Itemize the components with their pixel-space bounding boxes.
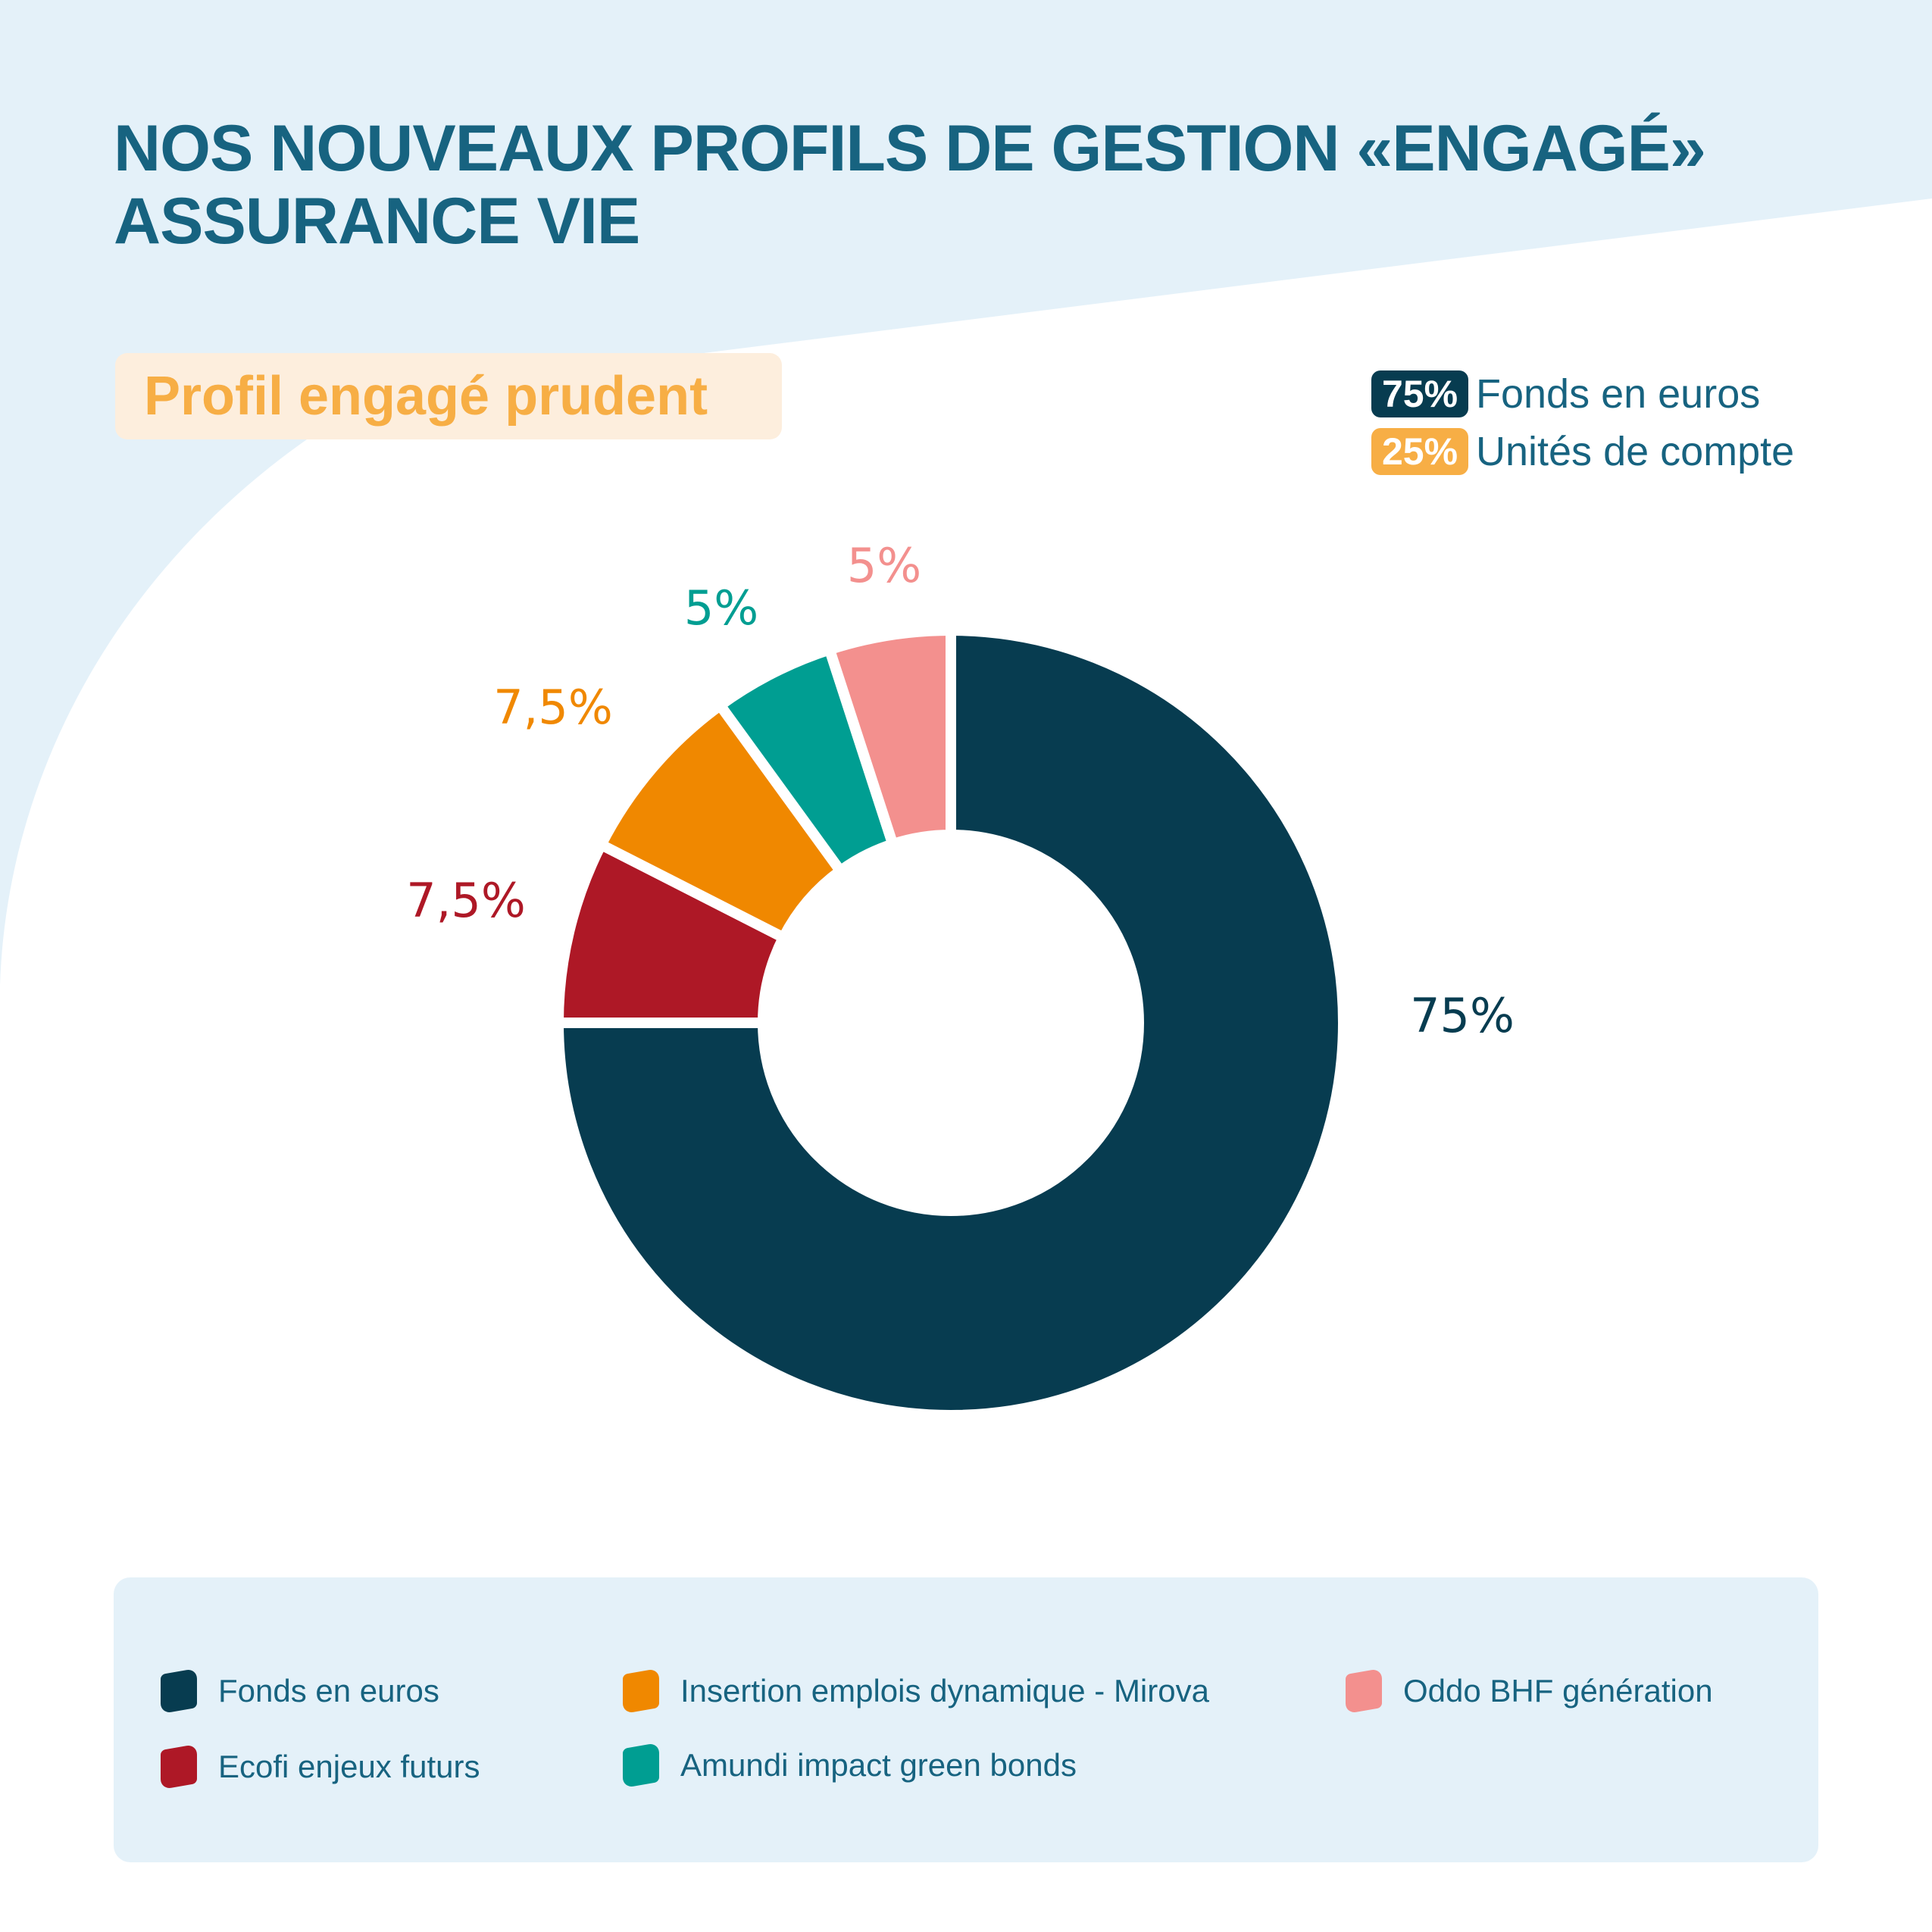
legend-label: Insertion emplois dynamique - Mirova [680,1673,1209,1708]
allocation-percent-badge: 25% [1371,428,1468,475]
legend-label: Oddo BHF génération [1403,1673,1713,1708]
legend-swatch [161,1743,197,1790]
allocation-label: Unités de compte [1476,429,1795,474]
data-label-mirova: 7,5% [493,680,613,735]
legend-item-oddo: Oddo BHF génération [1346,1668,1713,1715]
legend-panel: Fonds en euros Ecofi enjeux futurs Inser… [114,1577,1818,1862]
legend-swatch [623,1668,659,1715]
chart-slices [552,624,1349,1421]
legend-item-fonds-en-euros: Fonds en euros [161,1668,439,1715]
legend-swatch [161,1668,197,1715]
legend-item-ecofi: Ecofi enjeux futurs [161,1743,480,1790]
profile-badge: Profil engagé prudent [115,353,782,439]
legend-item-amundi: Amundi impact green bonds [623,1742,1077,1789]
title-line-2: ASSURANCE VIE [114,185,640,258]
data-label-ecofi: 7,5% [406,873,526,928]
legend-label: Amundi impact green bonds [680,1747,1077,1783]
allocation-row-units: 25% Unités de compte [1371,423,1794,480]
allocation-label: Fonds en euros [1476,371,1761,417]
data-label-amundi: 5% [684,580,758,636]
legend-label: Ecofi enjeux futurs [218,1749,480,1784]
allocation-summary: 75% Fonds en euros 25% Unités de compte [1371,365,1794,480]
legend-label: Fonds en euros [218,1673,439,1708]
page-title: NOS NOUVEAUX PROFILS DE GESTION «ENGAGÉ»… [114,112,1706,258]
slice-oddo [823,624,956,851]
chart-data-labels: 75% 7,5% 7,5% 5% 5% [406,538,1515,1043]
allocation-row-euro-fund: 75% Fonds en euros [1371,365,1794,423]
legend-swatch [623,1742,659,1789]
data-label-fonds-en-euros: 75% [1410,988,1515,1043]
slice-fonds-en-euros [552,624,1349,1421]
donut-hole [764,836,1138,1210]
title-line-1: NOS NOUVEAUX PROFILS DE GESTION «ENGAGÉ» [114,112,1706,185]
legend-swatch [1346,1668,1382,1715]
profile-label: Profil engagé prudent [144,366,708,427]
allocation-percent-badge: 75% [1371,370,1468,417]
data-label-oddo: 5% [847,538,921,593]
legend-item-mirova: Insertion emplois dynamique - Mirova [623,1668,1209,1715]
